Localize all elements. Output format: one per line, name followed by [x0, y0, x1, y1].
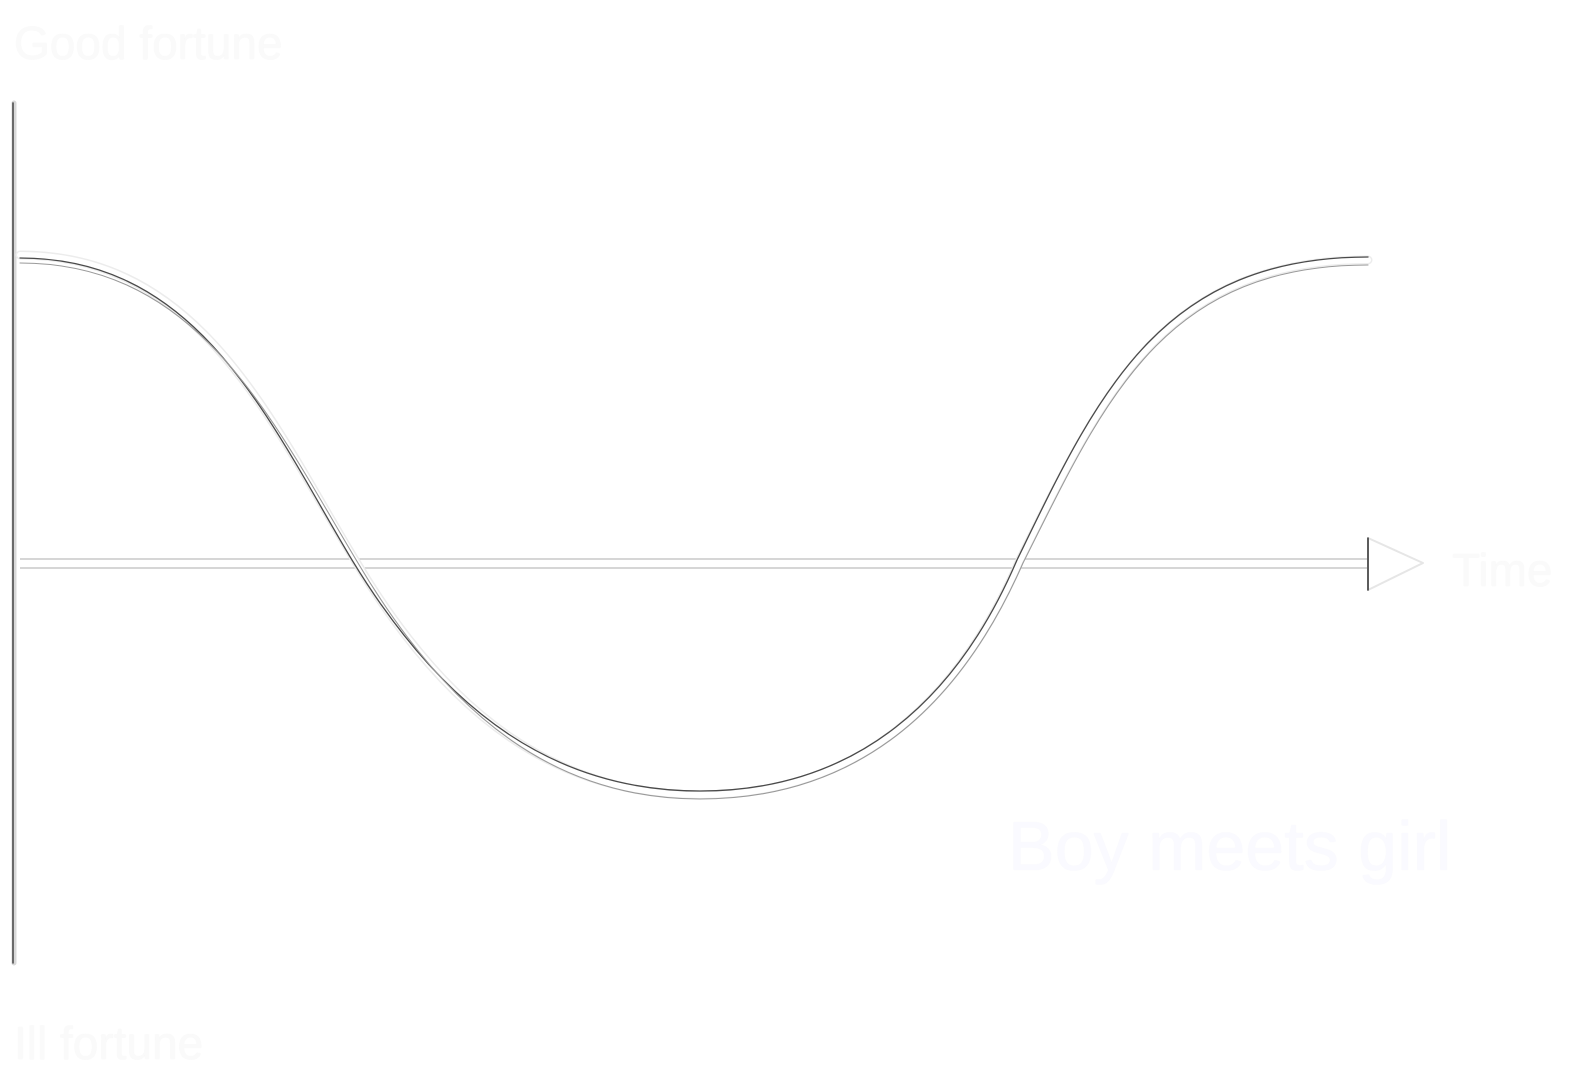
- good-fortune-label: Good fortune: [14, 17, 283, 69]
- time-axis: [20, 558, 1368, 569]
- story-shape-title: Boy meets girl: [1008, 807, 1452, 885]
- ill-fortune-label: Ill fortune: [14, 1017, 204, 1069]
- arrow-head-right-icon: [1367, 537, 1424, 591]
- story-curve: [15, 250, 1373, 800]
- time-axis-label: Time: [1452, 544, 1553, 596]
- fortune-axis: [11, 100, 17, 966]
